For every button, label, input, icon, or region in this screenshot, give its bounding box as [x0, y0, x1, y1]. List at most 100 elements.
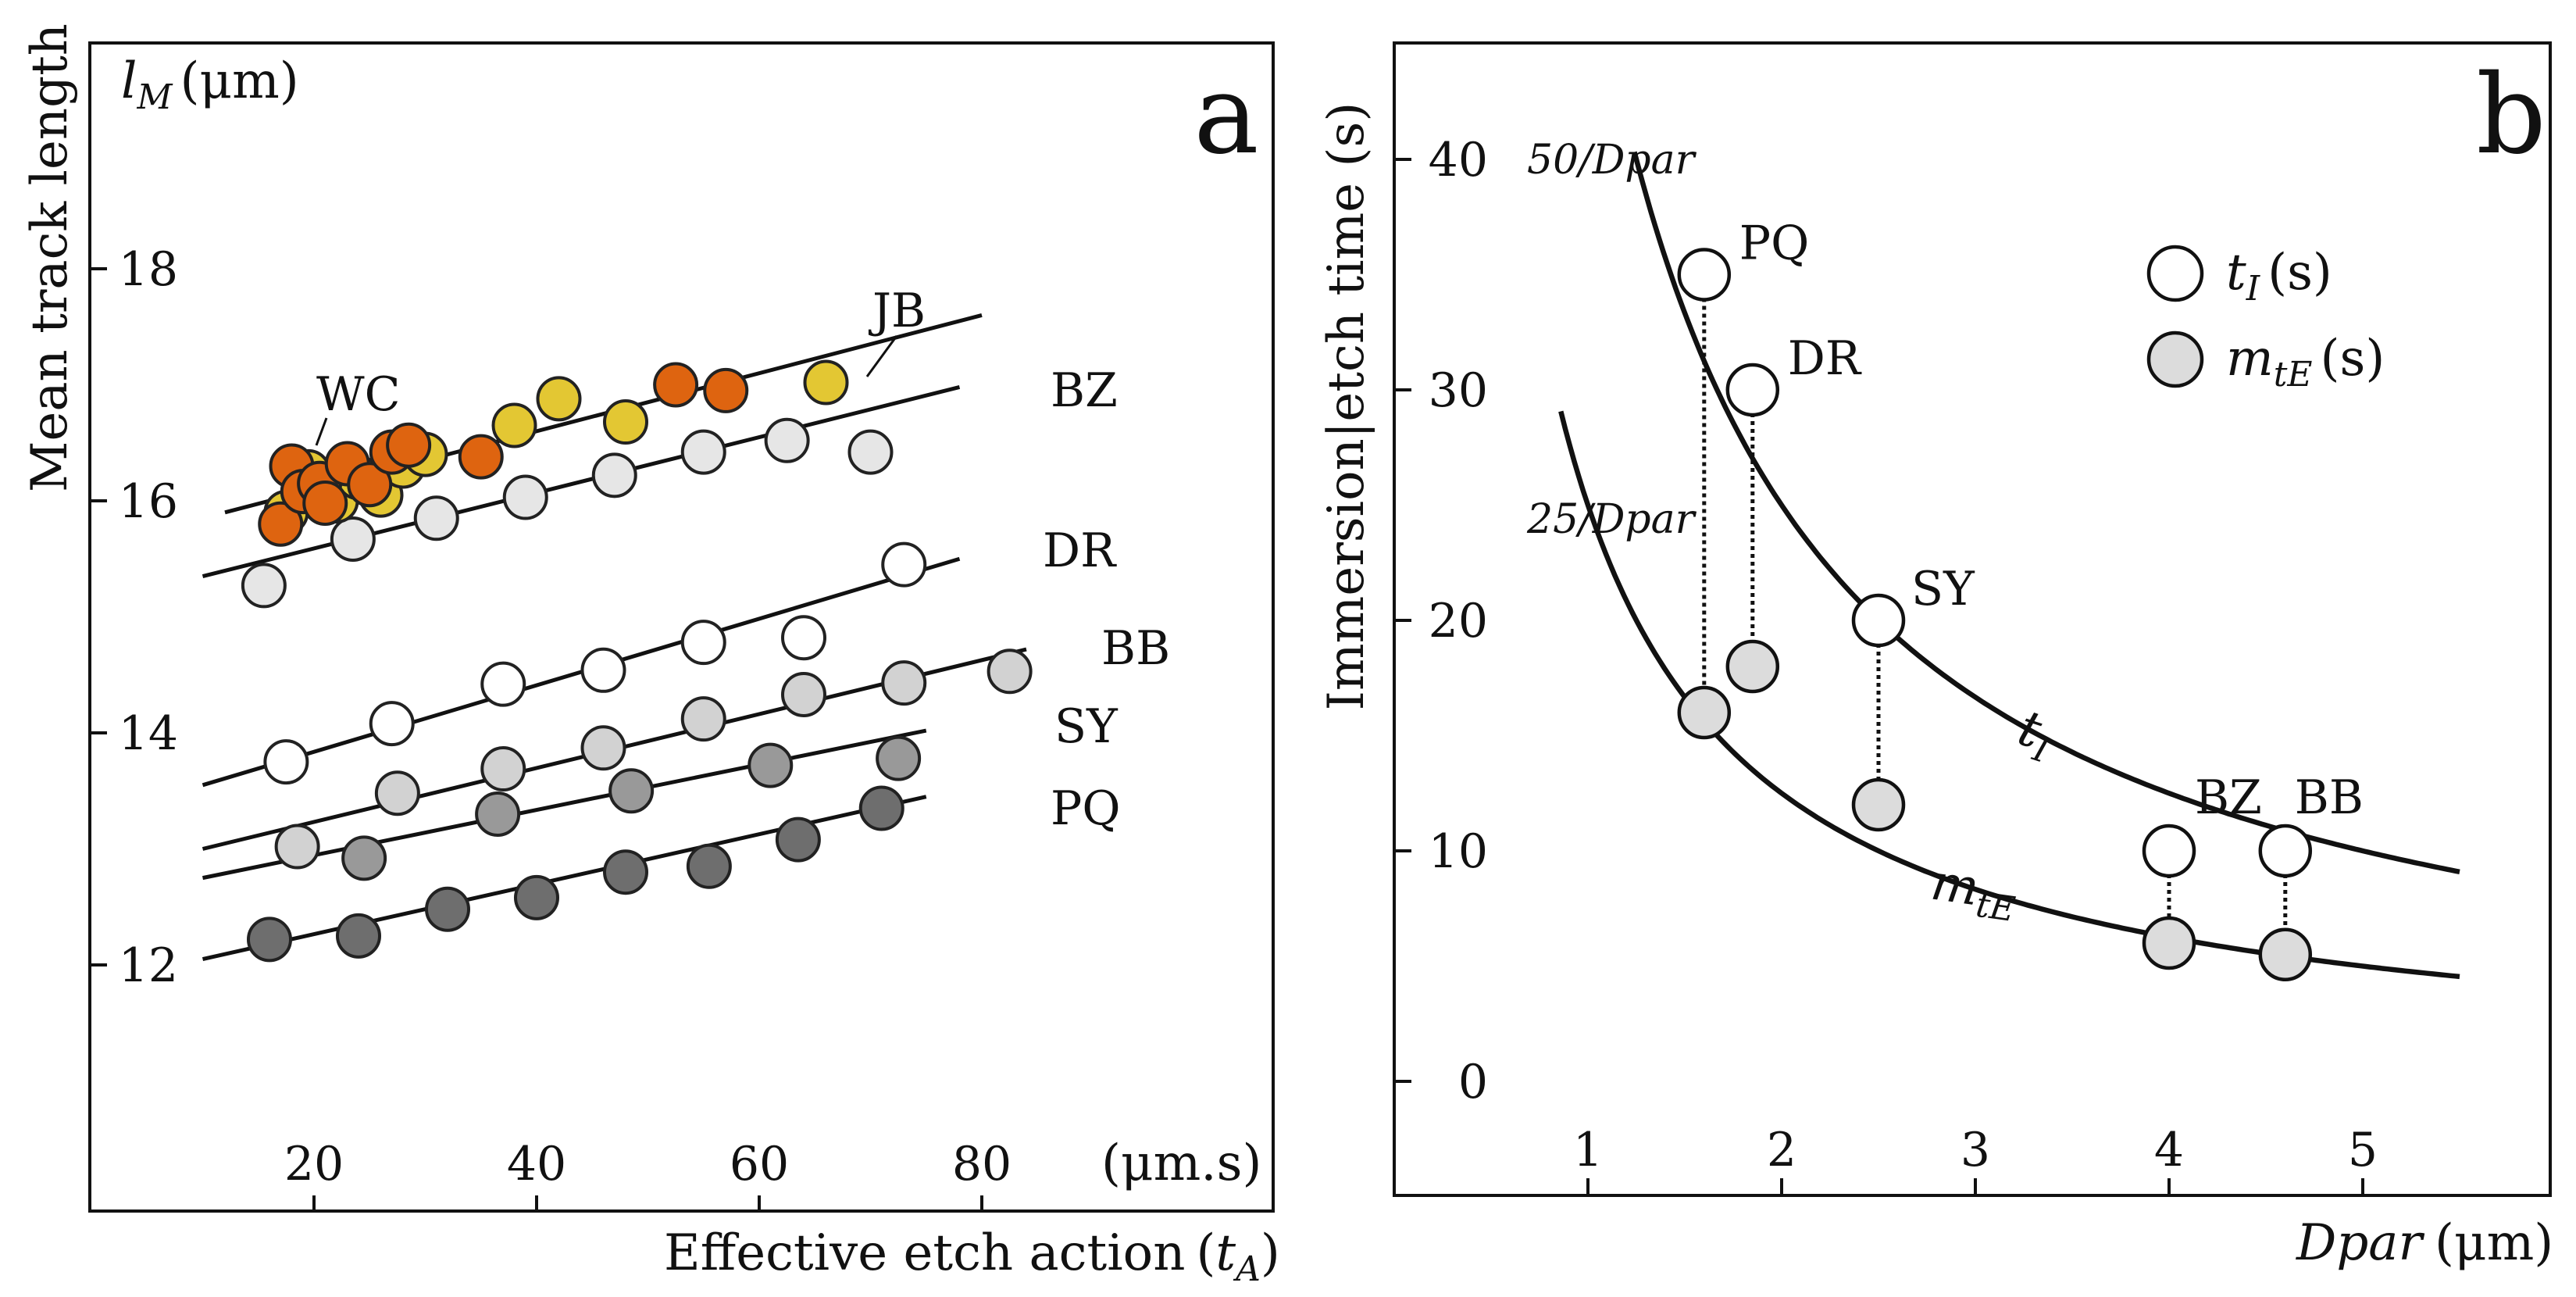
point-sy — [747, 742, 794, 788]
panel-a-xsymbol: t — [1215, 1224, 1236, 1282]
mte-point-dr — [1725, 639, 1780, 694]
point-bb — [580, 725, 626, 771]
point-bz — [680, 429, 726, 475]
x-tick-label-80: 80 — [952, 1137, 1011, 1192]
point-wc — [386, 422, 432, 468]
point-bb — [374, 770, 420, 816]
panel-a-ylabel: Mean track length — [21, 23, 79, 492]
point-jb — [491, 402, 537, 448]
y-tick-label-14: 14 — [119, 706, 178, 761]
panel-a-xlabel: Effective etch action (tA) — [664, 1224, 1280, 1289]
point-bz — [847, 429, 894, 475]
series-label-pq: PQ — [1051, 781, 1121, 836]
series-label-bb: BB — [1101, 621, 1170, 676]
point-sy — [608, 768, 655, 814]
x-tick-label-20: 20 — [284, 1137, 344, 1192]
fit-line-sy — [202, 728, 927, 881]
panel-a-points — [241, 359, 1033, 963]
point-bb — [680, 696, 726, 742]
point-dr — [881, 541, 927, 588]
point-sy — [876, 735, 922, 781]
panel-a-yunit: lM (μm) — [121, 52, 299, 117]
b-x-tick-label-4: 4 — [2154, 1123, 2184, 1177]
panel-b: 1 2 3 4 5 0 10 20 30 40 PQ DR SY BZ BB b Immersion|et… — [1318, 41, 2553, 1272]
point-bb — [881, 660, 927, 706]
point-jb — [603, 399, 648, 445]
point-pq — [603, 849, 648, 895]
point-dr — [680, 620, 726, 666]
series-label-jb: JB — [868, 284, 926, 338]
legend: tI (s) mtE (s) — [2146, 244, 2385, 395]
point-wc — [458, 434, 504, 480]
b-y-tick-label-40: 40 — [1429, 133, 1488, 188]
point-label-bb: BB — [2295, 770, 2364, 825]
point-bz — [241, 563, 287, 609]
point-jb — [803, 359, 849, 406]
point-jb — [536, 376, 582, 422]
ti-point-dr — [1725, 363, 1780, 417]
mte-point-bb — [2258, 927, 2313, 981]
legend-label-mte: mtE (s) — [2226, 330, 2385, 395]
panel-a-ysub: M — [136, 77, 173, 117]
legend-marker-mte — [2146, 331, 2204, 388]
panel-b-xlabel-text: Dpar — [2296, 1214, 2424, 1272]
legend-label-ti: tI (s) — [2226, 244, 2332, 309]
point-bb — [987, 648, 1033, 695]
point-label-dr: DR — [1788, 331, 1862, 386]
point-wc — [653, 362, 699, 408]
b-y-tick-label-0: 0 — [1458, 1055, 1488, 1109]
curve-50-dpar — [1632, 151, 2460, 874]
panel-b-points — [1677, 248, 2313, 981]
point-bz — [413, 495, 459, 541]
point-pq — [775, 816, 821, 863]
y-tick-label-16: 16 — [119, 474, 178, 529]
ti-point-sy — [1851, 593, 1906, 648]
panel-b-xunit: (μm) — [2435, 1214, 2553, 1272]
curve-name-mte: mtE — [1927, 854, 2021, 931]
b-y-tick-label-30: 30 — [1429, 363, 1488, 418]
point-bz — [764, 417, 810, 463]
panel-b-ylabel: Immersion|etch time (s) — [1318, 102, 1375, 711]
point-dr — [369, 701, 415, 747]
point-pq — [247, 916, 292, 963]
point-bb — [274, 824, 320, 870]
fit-line-bz — [202, 385, 961, 578]
ti-point-bz — [2142, 824, 2196, 878]
leader-jb — [865, 335, 898, 377]
panel-b-letter: b — [2476, 52, 2546, 179]
b-x-tick-label-3: 3 — [1961, 1123, 1990, 1177]
series-label-bz: BZ — [1051, 363, 1118, 418]
point-bb — [480, 746, 526, 792]
curve-label-25-dpar: 25/Dpar — [1526, 496, 1697, 543]
b-x-tick-label-2: 2 — [1767, 1123, 1796, 1177]
y-tick-label-12: 12 — [119, 938, 178, 993]
panel-b-xlabel: Dpar (μm) — [2296, 1214, 2553, 1272]
leader-wc — [315, 417, 328, 446]
x-tick-label-40: 40 — [507, 1137, 566, 1192]
panel-b-point-labels: PQ DR SY BZ BB — [1739, 216, 2364, 826]
point-bz — [330, 516, 376, 563]
point-sy — [475, 791, 521, 837]
series-label-sy: SY — [1054, 699, 1119, 754]
panel-a-xunit: (μm.s) — [1101, 1134, 1261, 1192]
ti-point-pq — [1677, 248, 1732, 302]
series-label-wc: WC — [316, 367, 401, 422]
point-sy — [341, 835, 387, 881]
series-label-dr: DR — [1043, 523, 1117, 578]
panel-a-ysymbol: l — [121, 52, 137, 110]
point-label-sy: SY — [1911, 562, 1975, 616]
panel-a-yunit-text: (μm) — [180, 52, 299, 110]
point-wc — [347, 462, 393, 508]
legend-marker-ti — [2146, 245, 2204, 302]
b-x-tick-label-1: 1 — [1573, 1123, 1603, 1177]
panel-b-frame — [1393, 41, 2552, 1197]
panel-b-axes: 1 2 3 4 5 0 10 20 30 40 — [1396, 133, 2378, 1194]
point-dr — [580, 647, 626, 693]
point-bz — [591, 452, 637, 498]
mte-point-sy — [1851, 777, 1906, 832]
point-wc — [703, 367, 749, 413]
mte-point-bz — [2142, 916, 2196, 970]
panel-a-axes: 20 40 60 80 12 14 16 18 — [91, 242, 1011, 1209]
